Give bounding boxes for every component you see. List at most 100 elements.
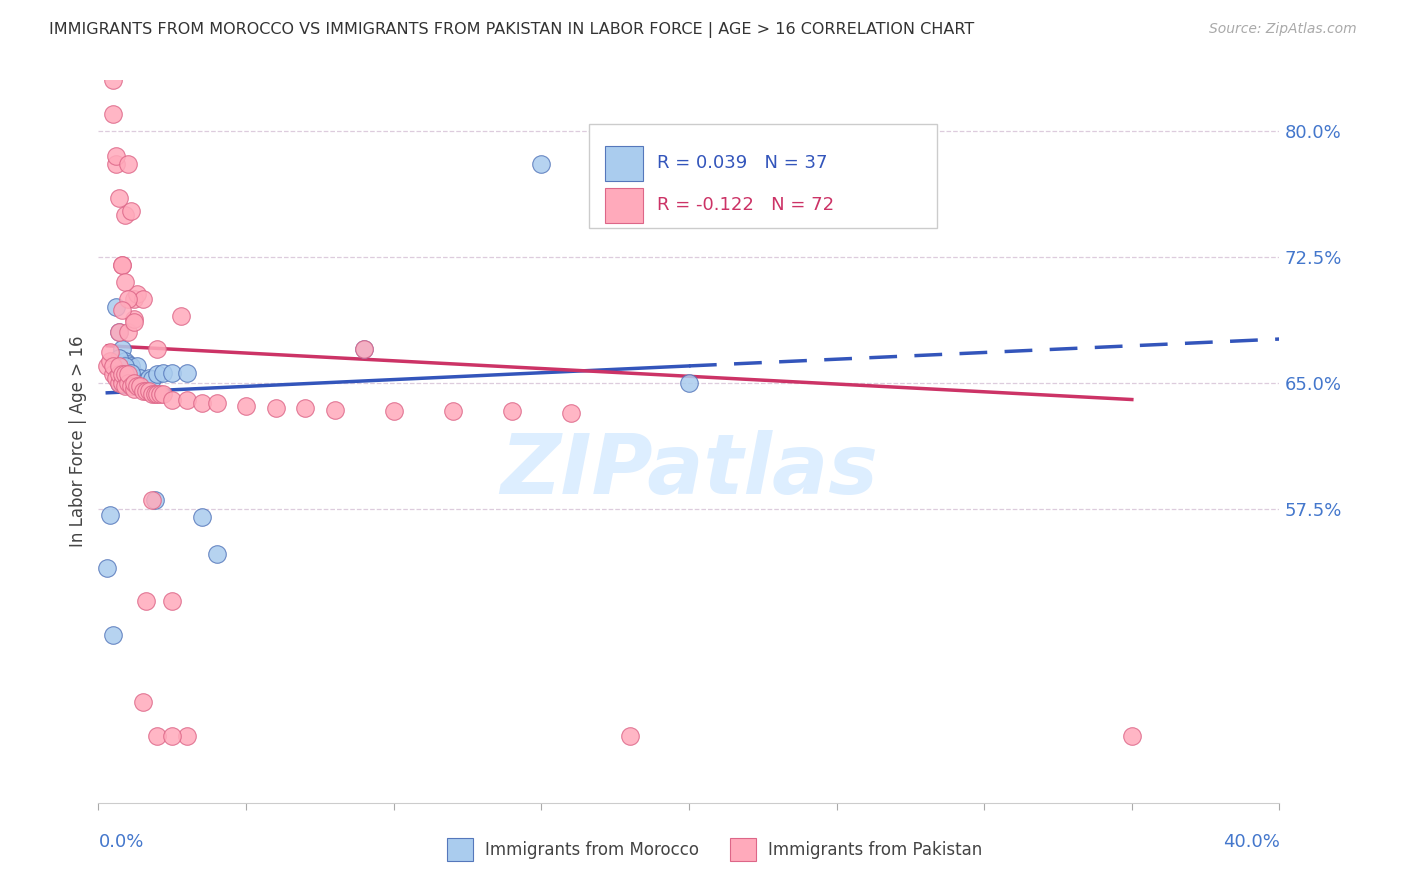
Point: [120, 204, 142, 219]
Bar: [730, 838, 756, 862]
Point: [1121, 729, 1143, 743]
Point: [108, 359, 131, 373]
Point: [125, 359, 148, 373]
Point: [105, 149, 128, 163]
Point: [111, 376, 134, 390]
Point: [141, 493, 163, 508]
Point: [122, 292, 145, 306]
Point: [114, 368, 136, 382]
Point: [105, 370, 128, 384]
Point: [117, 292, 139, 306]
Text: ZIPatlas: ZIPatlas: [501, 430, 877, 511]
Point: [108, 376, 131, 390]
Bar: [447, 838, 472, 862]
FancyBboxPatch shape: [589, 124, 936, 228]
Point: [117, 368, 139, 382]
Point: [138, 370, 160, 384]
Point: [162, 366, 183, 380]
Point: [117, 376, 139, 390]
Point: [323, 402, 346, 417]
Point: [132, 695, 155, 709]
Point: [122, 315, 145, 329]
Point: [143, 493, 166, 508]
Point: [114, 364, 136, 378]
Point: [122, 376, 145, 390]
Point: [103, 368, 125, 382]
Point: [108, 351, 131, 365]
Point: [114, 354, 136, 368]
Point: [162, 392, 183, 407]
Point: [108, 376, 131, 390]
Point: [111, 357, 134, 371]
Point: [114, 208, 136, 222]
Point: [619, 729, 641, 743]
Point: [135, 384, 157, 398]
Point: [111, 303, 134, 318]
Text: Immigrants from Pakistan: Immigrants from Pakistan: [768, 841, 983, 859]
Point: [132, 384, 155, 398]
Point: [149, 387, 172, 401]
Point: [382, 404, 405, 418]
Bar: [605, 188, 643, 223]
Point: [176, 366, 198, 380]
Point: [98, 345, 121, 359]
Point: [125, 374, 148, 388]
Point: [135, 374, 157, 388]
Point: [108, 326, 131, 340]
Text: Source: ZipAtlas.com: Source: ZipAtlas.com: [1209, 22, 1357, 37]
Point: [128, 379, 150, 393]
Point: [678, 376, 700, 390]
Point: [111, 342, 134, 356]
Point: [108, 368, 131, 382]
Point: [152, 366, 174, 380]
Point: [120, 379, 142, 393]
Text: Immigrants from Morocco: Immigrants from Morocco: [485, 841, 699, 859]
Point: [111, 258, 134, 272]
Point: [530, 157, 553, 171]
Point: [138, 384, 160, 398]
Point: [353, 342, 375, 356]
Point: [105, 157, 128, 171]
Text: 40.0%: 40.0%: [1223, 833, 1279, 851]
Point: [125, 379, 148, 393]
Point: [146, 342, 169, 356]
Point: [96, 560, 118, 574]
Point: [132, 292, 155, 306]
Point: [205, 547, 228, 561]
Point: [114, 275, 136, 289]
Text: R = -0.122   N = 72: R = -0.122 N = 72: [657, 196, 834, 214]
Point: [120, 376, 142, 390]
Point: [235, 399, 257, 413]
Point: [105, 300, 128, 314]
Point: [264, 401, 287, 415]
Point: [353, 342, 375, 356]
Point: [98, 354, 121, 368]
Text: R = 0.039   N = 37: R = 0.039 N = 37: [657, 154, 828, 172]
Point: [141, 372, 163, 386]
Point: [122, 379, 145, 393]
Point: [146, 368, 169, 382]
Point: [103, 107, 125, 121]
Point: [143, 387, 166, 401]
Point: [135, 594, 157, 608]
Point: [170, 309, 193, 323]
Point: [117, 157, 139, 171]
Point: [114, 379, 136, 393]
Point: [141, 387, 163, 401]
Point: [162, 594, 183, 608]
Point: [162, 729, 183, 743]
Point: [117, 357, 139, 371]
Point: [128, 370, 150, 384]
Point: [176, 392, 198, 407]
Point: [111, 258, 134, 272]
Point: [98, 508, 121, 523]
Point: [114, 359, 136, 373]
Point: [103, 359, 125, 373]
Point: [120, 359, 142, 373]
Point: [103, 73, 125, 87]
Point: [441, 404, 464, 418]
Point: [120, 366, 142, 380]
Point: [146, 729, 169, 743]
Point: [96, 359, 118, 373]
Point: [122, 383, 145, 397]
